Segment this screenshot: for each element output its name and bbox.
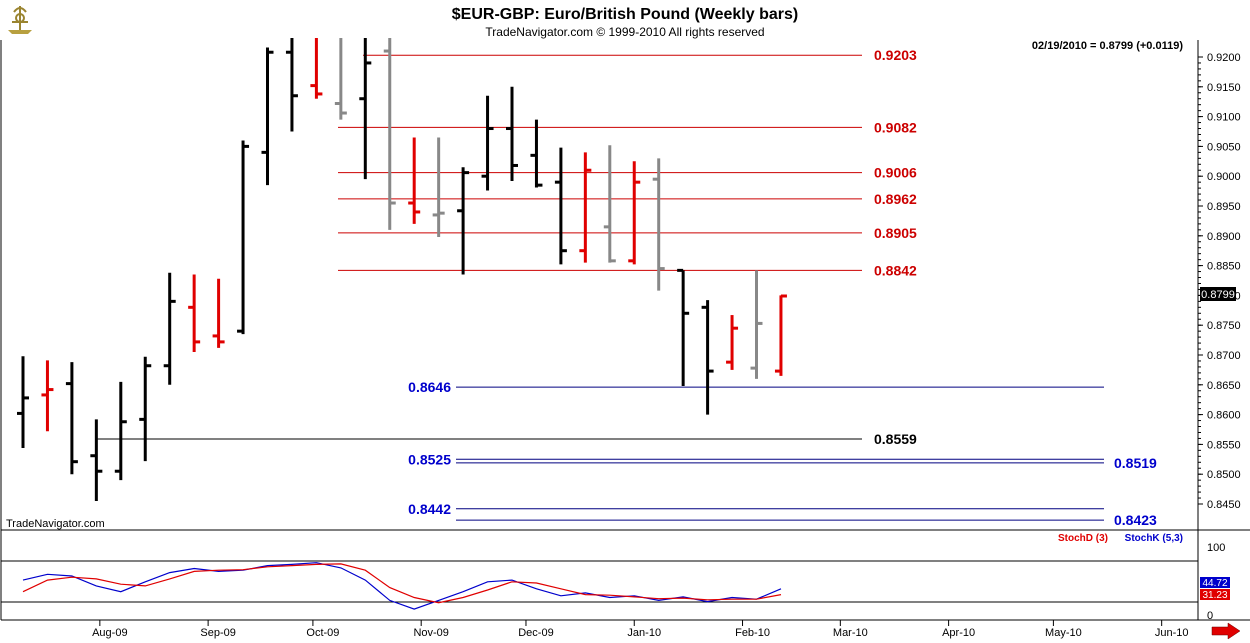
level-label-10: 0.8442	[408, 501, 451, 517]
ohlc-bar	[726, 315, 739, 370]
x-tick-label: Nov-09	[413, 627, 448, 639]
last-quote-label: 02/19/2010 = 0.8799 (+0.0119)	[1032, 40, 1183, 52]
ohlc-bar	[652, 158, 665, 291]
y-tick-label: 0.9000	[1207, 171, 1241, 183]
y-tick-label: 0.8700	[1207, 350, 1241, 362]
ohlc-bar	[163, 272, 176, 385]
last-price-badge: 0.8799	[1200, 287, 1236, 301]
y-tick-label: 0.9050	[1207, 141, 1241, 153]
ohlc-bar	[408, 137, 421, 224]
x-tick-label: Aug-09	[92, 627, 127, 639]
x-tick-label: Mar-10	[833, 627, 868, 639]
chart-copyright: TradeNavigator.com © 1999-2010 All right…	[485, 25, 764, 39]
level-label-8: 0.8525	[408, 451, 451, 467]
ohlc-bar	[17, 356, 29, 448]
y-tick-label: 0.8850	[1207, 261, 1241, 273]
stoch-d-last: 31.23	[1202, 590, 1227, 601]
y-tick-label: 0.8450	[1207, 499, 1241, 511]
level-lines: 0.9203 0.9082 0.9006 0.8962 0.8905 0.8842 0.86…	[96, 47, 1157, 528]
ohlc-bar	[774, 294, 787, 376]
stoch-k-legend: StochK (5,3)	[1125, 533, 1183, 544]
ohlc-bar	[188, 274, 201, 353]
price-panel-frame	[0, 40, 1250, 531]
stoch-k-last: 44.72	[1202, 578, 1227, 589]
x-tick-label: Jan-10	[627, 627, 661, 639]
stoch-y-tick-100: 100	[1207, 542, 1225, 554]
y-tick-label: 0.8950	[1207, 201, 1241, 213]
ohlc-bar	[677, 268, 690, 386]
ohlc-bar	[114, 381, 127, 481]
ohlc-bar	[603, 145, 616, 263]
y-tick-label: 0.8650	[1207, 380, 1241, 392]
level-label-11: 0.8423	[1114, 512, 1157, 528]
ohlc-bar	[65, 362, 78, 475]
x-tick-label: Jun-10	[1155, 627, 1189, 639]
level-label-6: 0.8646	[408, 379, 451, 395]
ohlc-bar	[554, 147, 567, 265]
y-tick-label: 0.8750	[1207, 320, 1241, 332]
last-price-value: 0.8799	[1201, 289, 1235, 301]
level-label-9: 0.8519	[1114, 455, 1157, 471]
ohlc-bar	[212, 278, 225, 348]
stoch-series-line	[22, 562, 782, 610]
level-label-4: 0.8905	[874, 225, 917, 241]
y-tick-label: 0.8900	[1207, 231, 1241, 243]
ohlc-bar	[506, 86, 518, 181]
y-tick-label: 0.8550	[1207, 439, 1241, 451]
stoch-series-line	[22, 563, 782, 604]
y-tick-label: 0.9150	[1207, 82, 1241, 94]
level-label-0: 0.9203	[874, 47, 917, 63]
ohlc-bar	[701, 300, 714, 415]
date-axis: Aug-09 Sep-09 Oct-09 Nov-09 Dec-09 Jan-10 Feb-…	[92, 620, 1188, 639]
y-tick-label: 0.9200	[1207, 52, 1241, 64]
ohlc-bar	[530, 119, 543, 188]
ohlc-bar	[139, 356, 152, 462]
x-tick-label: Apr-10	[942, 627, 975, 639]
x-tick-label: May-10	[1045, 627, 1082, 639]
ohlc-bar	[457, 167, 470, 275]
level-label-3: 0.8962	[874, 191, 917, 207]
ohlc-bars	[17, 38, 787, 502]
stoch-d-legend: StochD (3)	[1058, 533, 1108, 544]
scroll-right-arrow-icon[interactable]	[1211, 622, 1241, 640]
stoch-y-tick-0: 0	[1207, 610, 1213, 622]
y-tick-label: 0.8600	[1207, 410, 1241, 422]
x-tick-label: Feb-10	[735, 627, 770, 639]
ohlc-bar	[628, 161, 641, 265]
ohlc-bar	[334, 38, 347, 120]
chart-title: $EUR-GBP: Euro/British Pound (Weekly bar…	[452, 6, 798, 23]
ohlc-bar	[383, 38, 396, 230]
ohlc-bar	[41, 360, 54, 432]
ohlc-bar	[359, 38, 372, 180]
ohlc-bar	[237, 140, 250, 335]
ohlc-bar	[481, 95, 494, 191]
ohlc-bar	[432, 137, 445, 237]
level-label-7: 0.8559	[874, 431, 917, 447]
level-label-2: 0.9006	[874, 165, 917, 181]
x-tick-label: Dec-09	[518, 627, 553, 639]
level-label-1: 0.9082	[874, 119, 917, 135]
ohlc-bar	[310, 38, 323, 99]
ohlc-bar	[750, 270, 763, 379]
y-tick-label: 0.9100	[1207, 112, 1241, 124]
y-tick-label: 0.8500	[1207, 469, 1241, 481]
ohlc-bar	[90, 419, 103, 502]
x-tick-label: Sep-09	[200, 627, 235, 639]
indicator-panel-frame	[0, 530, 1250, 621]
ohlc-bar	[579, 152, 592, 263]
watermark-text: TradeNavigator.com	[6, 518, 105, 530]
x-tick-label: Oct-09	[306, 627, 339, 639]
trade-navigator-logo-icon	[8, 6, 32, 34]
ohlc-bar	[285, 38, 298, 132]
stochastic-panel: 100 0 StochD (3) StochK (5,3) 44.72 31.2…	[1, 533, 1230, 622]
level-label-5: 0.8842	[874, 262, 917, 278]
ohlc-bar	[261, 47, 274, 186]
